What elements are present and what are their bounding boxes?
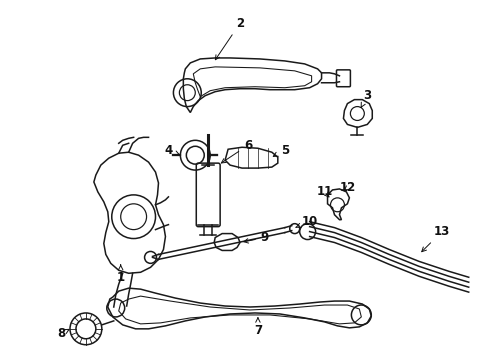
Text: 6: 6 [221, 139, 252, 163]
Text: 4: 4 [164, 144, 179, 157]
Text: 12: 12 [339, 181, 356, 194]
Text: 11: 11 [317, 185, 333, 198]
Text: 13: 13 [422, 225, 450, 252]
Text: 7: 7 [254, 318, 262, 337]
Text: 1: 1 [117, 265, 125, 284]
Text: 5: 5 [273, 144, 289, 157]
Text: 8: 8 [57, 327, 69, 340]
Text: 3: 3 [361, 89, 371, 108]
Text: 9: 9 [244, 231, 269, 244]
Text: 2: 2 [215, 17, 244, 60]
Text: 10: 10 [296, 215, 318, 228]
